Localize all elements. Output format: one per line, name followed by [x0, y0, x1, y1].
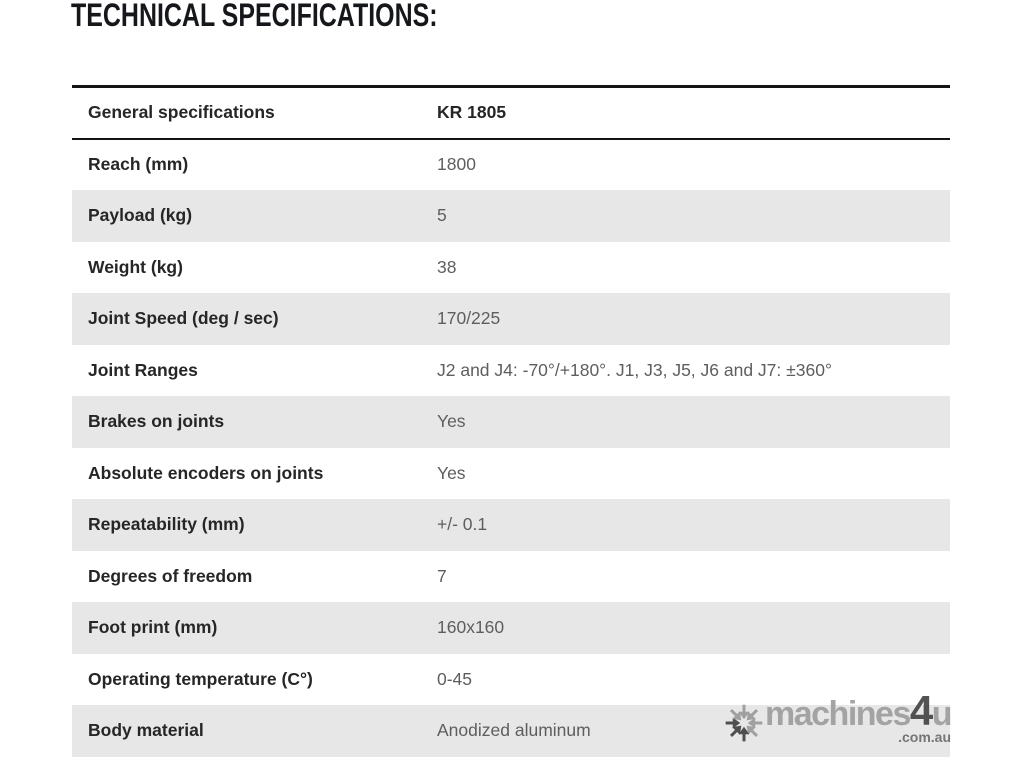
table-row: Body material Anodized aluminum: [72, 705, 950, 757]
table-row: Weight (kg) 38: [72, 242, 950, 294]
spec-label: Operating temperature (C°): [88, 668, 313, 689]
table-row: Joint Ranges J2 and J4: -70°/+180°. J1, …: [72, 345, 950, 397]
table-head: General specifications KR 1805: [72, 86, 950, 139]
spec-value: 160x160: [437, 617, 505, 638]
spec-label: Foot print (mm): [88, 617, 218, 638]
table-row: Absolute encoders on joints Yes: [72, 448, 950, 500]
table-row: Payload (kg) 5: [72, 190, 950, 242]
spec-label: Reach (mm): [88, 154, 189, 175]
spec-label: Joint Speed (deg / sec): [88, 308, 279, 329]
spec-value: Anodized aluminum: [437, 720, 591, 741]
page-title: TECHNICAL SPECIFICATIONS:: [71, 0, 438, 33]
spec-label: Body material: [88, 720, 204, 741]
header-value: KR 1805: [437, 102, 507, 123]
spec-label: Absolute encoders on joints: [88, 462, 324, 483]
spec-label: Degrees of freedom: [88, 565, 253, 586]
spec-label: Joint Ranges: [88, 359, 198, 380]
spec-value: 170/225: [437, 308, 501, 329]
table-row: Reach (mm) 1800: [72, 139, 950, 191]
table-row: Brakes on joints Yes: [72, 396, 950, 448]
spec-value: Yes: [437, 462, 466, 483]
spec-value: 38: [437, 256, 457, 277]
spec-label: Repeatability (mm): [88, 514, 245, 535]
table-row: Degrees of freedom 7: [72, 551, 950, 603]
spec-value: Yes: [437, 411, 466, 432]
spec-value: 7: [437, 565, 447, 586]
spec-label: Brakes on joints: [88, 411, 225, 432]
spec-value: 5: [437, 205, 447, 226]
spec-value: 0-45: [437, 668, 473, 689]
header-label: General specifications: [88, 102, 275, 123]
spec-value: +/- 0.1: [437, 514, 488, 535]
table-row: Repeatability (mm) +/- 0.1: [72, 499, 950, 551]
table-body: Reach (mm) 1800 Payload (kg) 5 Weight (k…: [72, 139, 950, 757]
specs-table: General specifications KR 1805 Reach (mm…: [72, 85, 950, 757]
spec-label: Payload (kg): [88, 205, 193, 226]
spec-value: J2 and J4: -70°/+180°. J1, J3, J5, J6 an…: [437, 359, 832, 380]
table-row: Operating temperature (C°) 0-45: [72, 654, 950, 706]
spec-label: Weight (kg): [88, 256, 183, 277]
table-header-row: General specifications KR 1805: [72, 86, 950, 139]
spec-value: 1800: [437, 154, 476, 175]
table-row: Joint Speed (deg / sec) 170/225: [72, 293, 950, 345]
table-row: Foot print (mm) 160x160: [72, 602, 950, 654]
